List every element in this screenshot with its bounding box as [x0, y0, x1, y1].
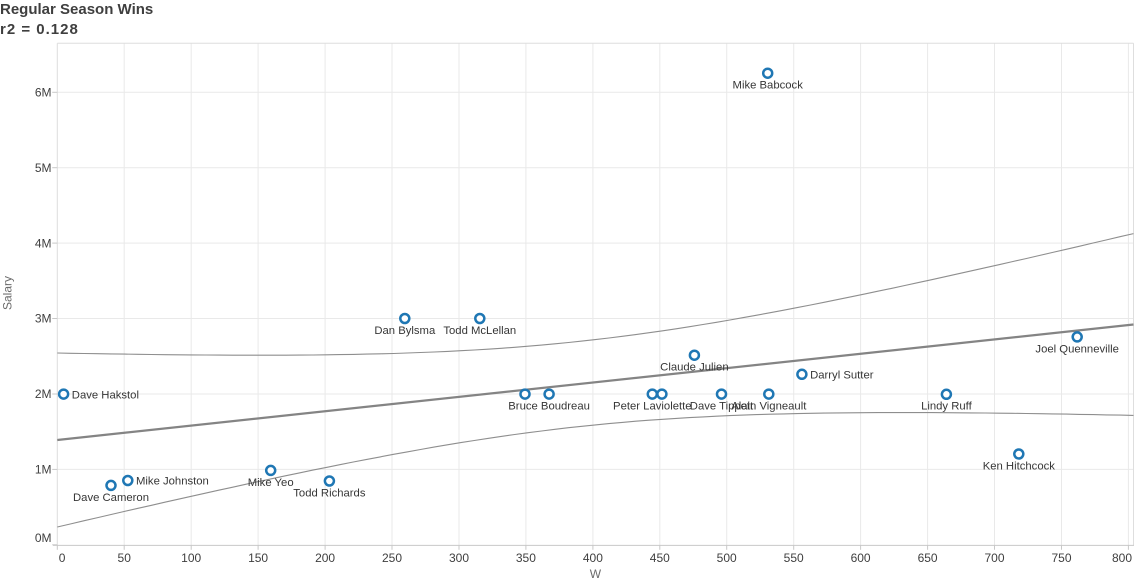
svg-text:200: 200	[315, 551, 335, 565]
svg-text:Todd Richards: Todd Richards	[293, 487, 366, 499]
svg-text:6M: 6M	[35, 86, 52, 100]
svg-text:3M: 3M	[35, 312, 52, 326]
svg-text:500: 500	[717, 551, 737, 565]
svg-text:0M: 0M	[35, 531, 52, 545]
svg-text:Dave Cameron: Dave Cameron	[73, 492, 149, 504]
svg-text:Dan Bylsma: Dan Bylsma	[374, 325, 436, 337]
svg-text:0: 0	[59, 551, 66, 565]
svg-text:Alain Vigneault: Alain Vigneault	[731, 401, 807, 413]
svg-text:W: W	[590, 567, 602, 581]
svg-text:Peter Laviolette: Peter Laviolette	[613, 401, 692, 413]
svg-text:Mike Johnston: Mike Johnston	[136, 476, 209, 488]
svg-text:Darryl Sutter: Darryl Sutter	[810, 370, 874, 382]
svg-text:Claude Julien: Claude Julien	[660, 362, 728, 374]
svg-text:150: 150	[248, 551, 268, 565]
svg-text:450: 450	[650, 551, 670, 565]
svg-text:300: 300	[449, 551, 469, 565]
svg-text:Ken Hitchcock: Ken Hitchcock	[983, 460, 1056, 472]
svg-text:600: 600	[851, 551, 871, 565]
svg-text:Todd McLellan: Todd McLellan	[443, 325, 516, 337]
svg-text:800: 800	[1112, 551, 1132, 565]
svg-text:Dave Hakstol: Dave Hakstol	[72, 389, 139, 401]
svg-text:100: 100	[181, 551, 201, 565]
svg-text:Bruce Boudreau: Bruce Boudreau	[508, 401, 590, 413]
svg-text:Regular Season Wins: Regular Season Wins	[0, 1, 153, 18]
svg-text:350: 350	[516, 551, 536, 565]
svg-text:r2 = 0.128: r2 = 0.128	[0, 21, 79, 38]
svg-text:400: 400	[583, 551, 603, 565]
svg-text:2M: 2M	[35, 387, 52, 401]
svg-text:5M: 5M	[35, 161, 52, 175]
svg-text:Mike Babcock: Mike Babcock	[733, 80, 804, 92]
svg-text:750: 750	[1051, 551, 1071, 565]
svg-text:250: 250	[382, 551, 402, 565]
svg-text:Dave Tippett: Dave Tippett	[690, 401, 754, 413]
svg-text:550: 550	[784, 551, 804, 565]
svg-text:700: 700	[984, 551, 1004, 565]
svg-text:Mike Yeo: Mike Yeo	[248, 477, 294, 489]
svg-text:50: 50	[118, 551, 132, 565]
svg-text:1M: 1M	[35, 463, 52, 477]
svg-text:Joel Quenneville: Joel Quenneville	[1035, 343, 1119, 355]
svg-text:650: 650	[918, 551, 938, 565]
svg-text:Salary: Salary	[0, 276, 14, 310]
svg-text:Lindy Ruff: Lindy Ruff	[921, 401, 973, 413]
svg-text:4M: 4M	[35, 236, 52, 250]
